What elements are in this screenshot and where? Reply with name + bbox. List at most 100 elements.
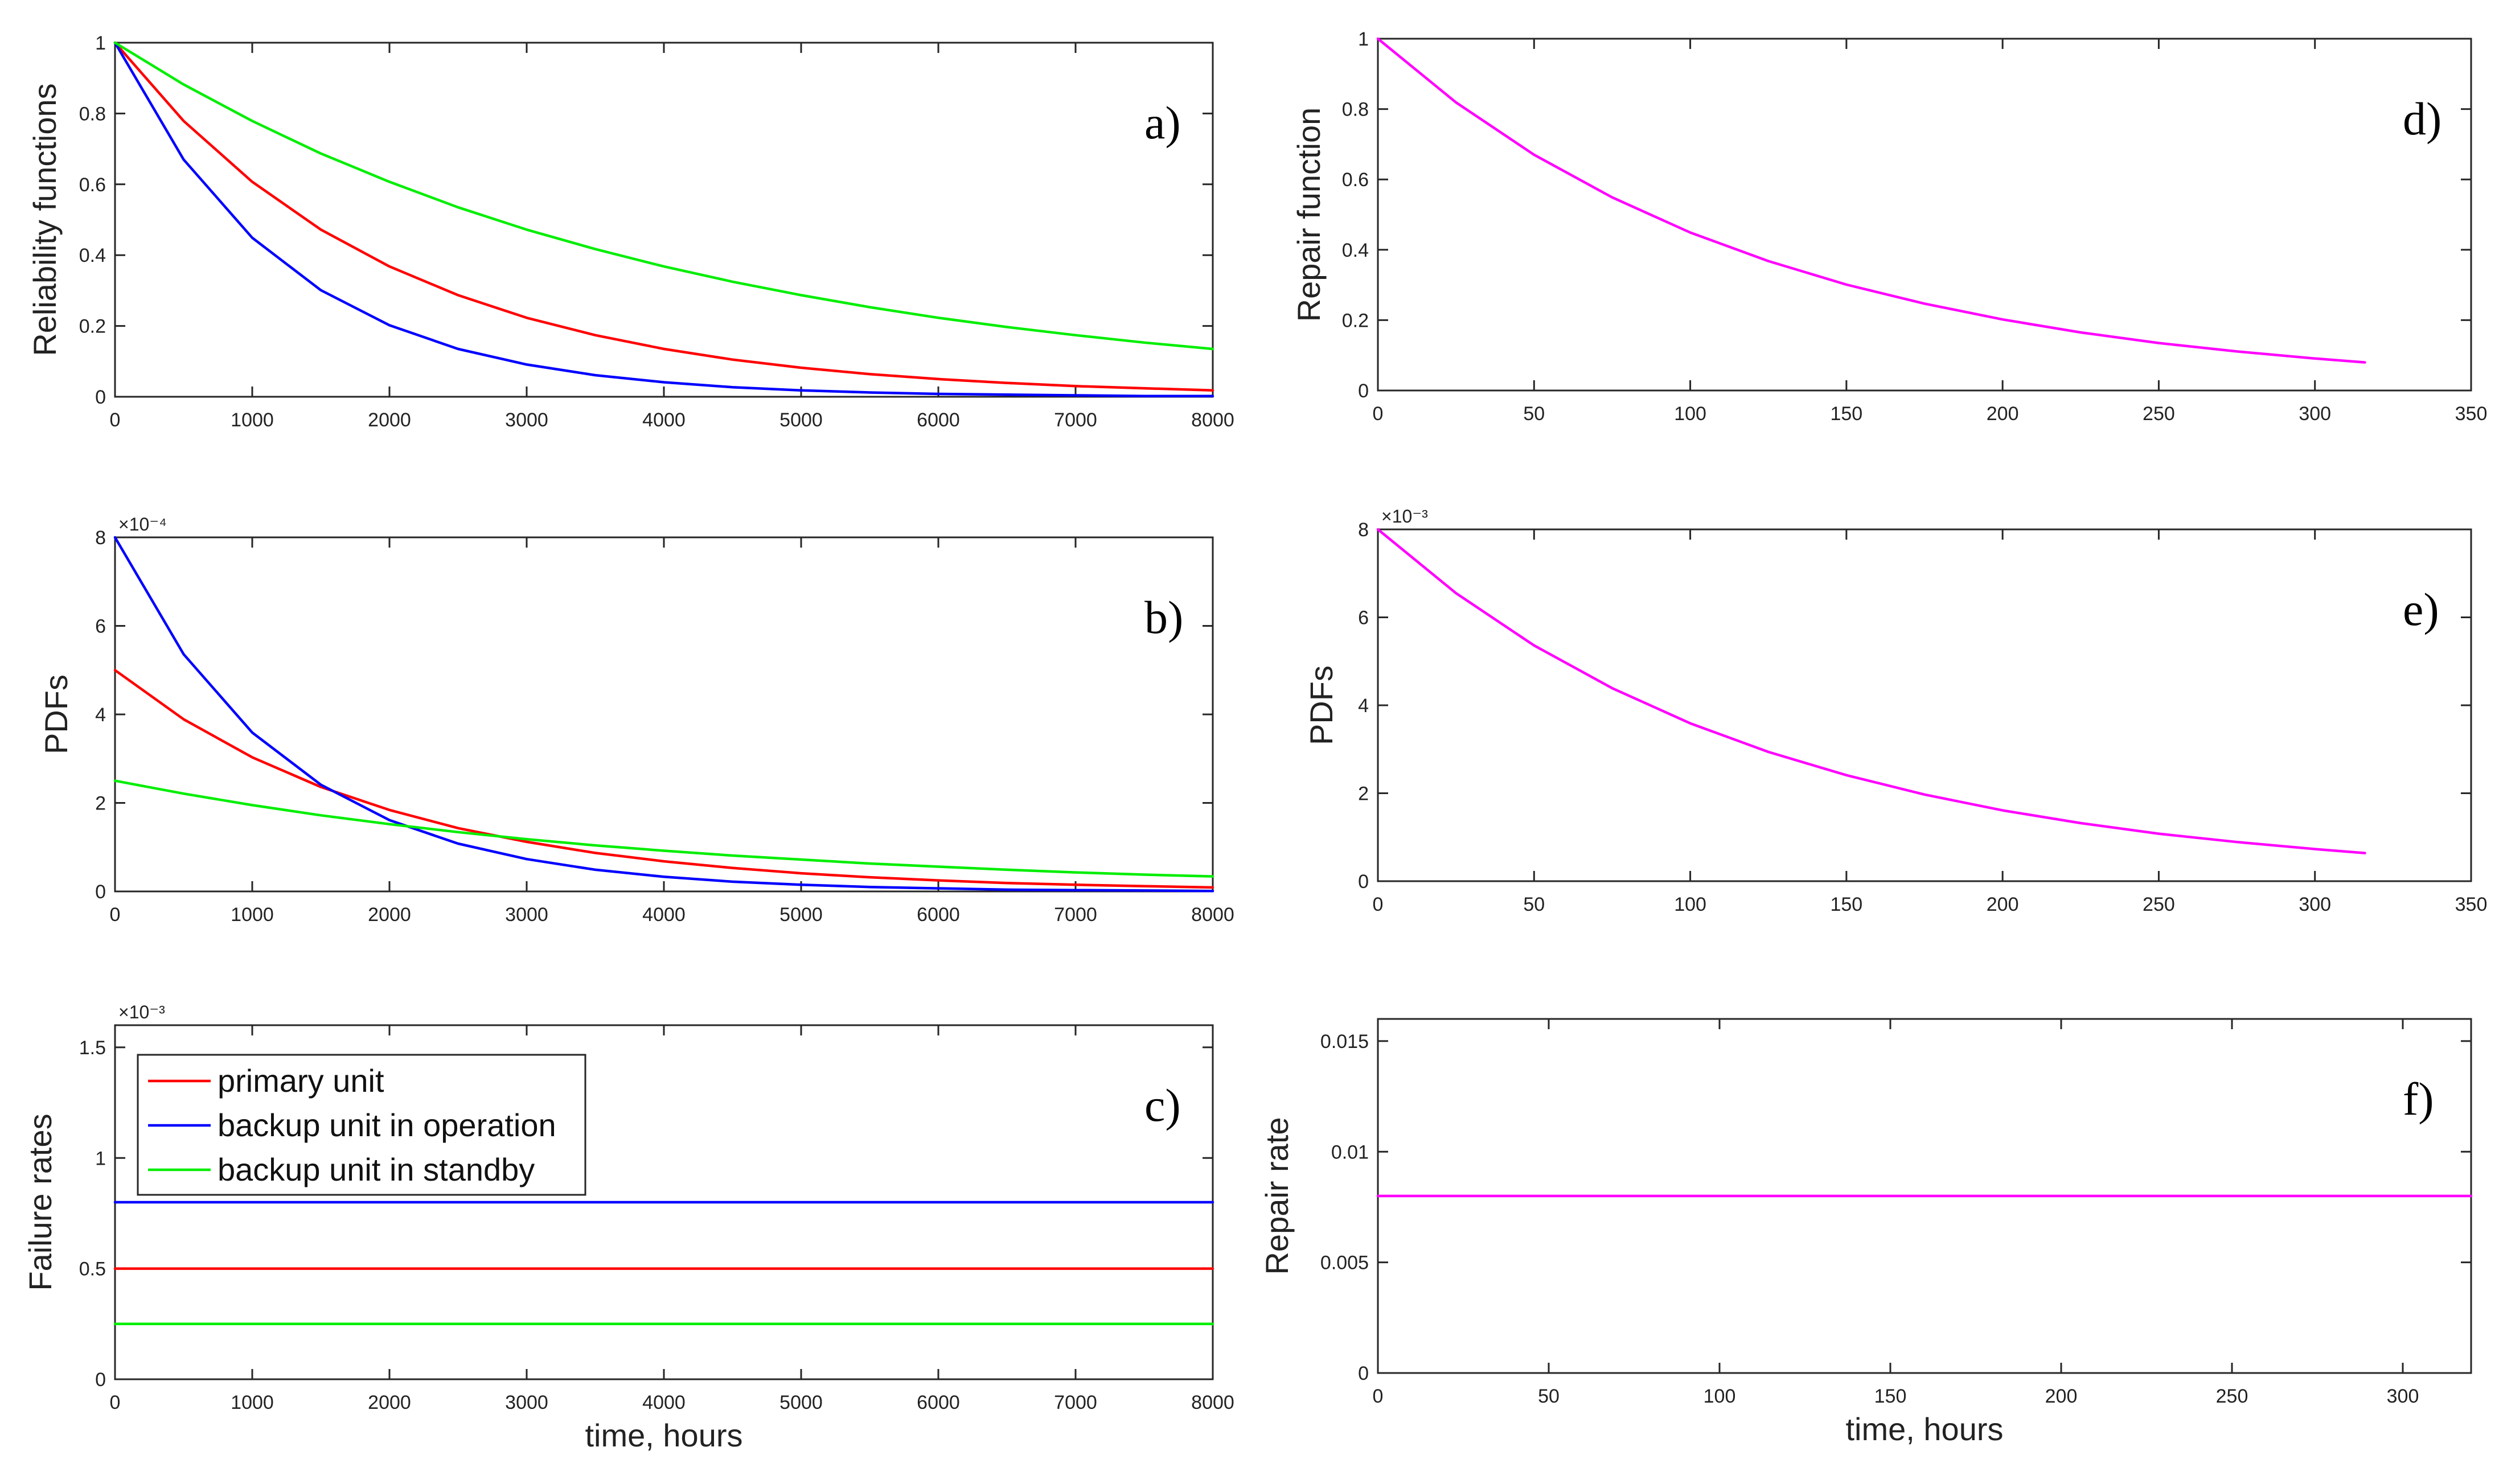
x-tick-label-f: 0 [1373, 1386, 1384, 1407]
x-tick-label-e: 300 [2299, 894, 2331, 915]
panel-label-f: f) [2403, 1073, 2434, 1125]
y-tick-label-c: 0.5 [79, 1259, 106, 1280]
series-line-b-2 [113, 779, 1214, 878]
y-tick-label-b: 6 [95, 616, 106, 638]
x-tick-label-f: 300 [2387, 1386, 2419, 1407]
x-tick-label-b: 3000 [505, 904, 548, 926]
x-tick-label-b: 4000 [642, 904, 686, 926]
panel-c: 0 1000 2000 3000 4000 5000 6000 7000 8000 0 0.5 1 1.… [22, 1002, 1234, 1453]
x-tick-label-a: 0 [110, 409, 121, 431]
x-tick-label-a: 7000 [1054, 409, 1097, 431]
x-tick-label-c: 7000 [1054, 1392, 1097, 1413]
y-tick-label-d: 1 [1358, 28, 1369, 50]
y-tick-label-d: 0.4 [1342, 240, 1369, 261]
x-tick-label-d: 350 [2455, 403, 2488, 425]
x-tick-label-a: 3000 [505, 409, 548, 431]
x-tick-label-c: 6000 [917, 1392, 960, 1413]
y-tick-label-b: 0 [95, 881, 106, 903]
series-line-e-0 [1376, 528, 2366, 854]
y-tick-label-d: 0.2 [1342, 310, 1369, 331]
x-tick-label-a: 2000 [368, 409, 411, 431]
x-tick-label-d: 250 [2143, 403, 2175, 425]
panel-b: 0 1000 2000 3000 4000 5000 6000 7000 8000 0 2 4 6 8 ×1… [38, 514, 1234, 926]
x-tick-label-b: 2000 [368, 904, 411, 926]
legend-c: primary unit backup unit in operation back… [137, 1054, 586, 1196]
x-tick-label-d: 100 [1674, 403, 1706, 425]
x-tick-label-a: 4000 [642, 409, 686, 431]
y-tick-label-f: 0.01 [1331, 1141, 1369, 1163]
x-tick-label-c: 5000 [779, 1392, 823, 1413]
y-exponent-b: ×10⁻⁴ [118, 514, 167, 535]
x-tick-label-b: 7000 [1054, 904, 1097, 926]
series-line-a-0 [113, 41, 1214, 392]
x-tick-label-e: 0 [1373, 894, 1384, 915]
x-tick-label-b: 8000 [1191, 904, 1234, 926]
y-tick-label-b: 2 [95, 793, 106, 815]
series-line-a-1 [113, 41, 1214, 398]
x-tick-label-f: 150 [1874, 1386, 1907, 1407]
x-tick-label-c: 2000 [368, 1392, 411, 1413]
panel-label-c: c) [1144, 1079, 1181, 1131]
x-tick-label-c: 1000 [231, 1392, 274, 1413]
series-line-b-1 [113, 536, 1214, 893]
x-tick-label-a: 1000 [231, 409, 274, 431]
y-tick-label-d: 0 [1358, 380, 1369, 402]
y-tick-label-e: 0 [1358, 871, 1369, 893]
y-tick-label-e: 4 [1358, 695, 1369, 717]
x-tick-label-b: 0 [110, 904, 121, 926]
legend-entry-label: backup unit in operation [218, 1107, 556, 1143]
y-tick-label-e: 6 [1358, 607, 1369, 629]
series-line-d-0 [1376, 37, 2366, 364]
x-tick-label-c: 8000 [1191, 1392, 1234, 1413]
x-tick-label-f: 200 [2045, 1386, 2078, 1407]
y-tick-label-c: 1 [95, 1148, 106, 1169]
y-tick-label-a: 0 [95, 387, 106, 408]
x-tick-label-d: 200 [1987, 403, 2019, 425]
x-tick-label-e: 150 [1830, 894, 1862, 915]
y-axis-label-e: PDFs [1303, 665, 1339, 745]
legend-box [137, 1054, 586, 1196]
y-tick-label-f: 0.005 [1320, 1252, 1369, 1274]
y-tick-label-a: 0.2 [79, 316, 106, 338]
x-tick-label-d: 300 [2299, 403, 2331, 425]
x-tick-label-a: 8000 [1191, 409, 1234, 431]
panel-label-e: e) [2403, 583, 2439, 635]
y-tick-label-d: 0.8 [1342, 99, 1369, 121]
axes-box-d [1377, 38, 2472, 392]
x-tick-label-f: 250 [2216, 1386, 2248, 1407]
y-exponent-e: ×10⁻³ [1381, 506, 1428, 527]
y-tick-label-a: 0.6 [79, 174, 106, 196]
y-axis-label-b: PDFs [38, 675, 74, 754]
x-axis-label-f: time, hours [1846, 1411, 2004, 1447]
x-tick-label-e: 200 [1987, 894, 2019, 915]
y-axis-label-d: Repair function [1291, 108, 1327, 322]
y-tick-label-f: 0.015 [1320, 1031, 1369, 1053]
panel-label-a: a) [1144, 97, 1181, 149]
x-axis-label-c: time, hours [585, 1417, 743, 1453]
y-exponent-c: ×10⁻³ [118, 1002, 165, 1022]
x-tick-label-e: 100 [1674, 894, 1706, 915]
y-tick-label-c: 1.5 [79, 1037, 106, 1059]
x-tick-label-c: 4000 [642, 1392, 686, 1413]
panel-e: 0 50 100 150 200 250 300 350 0 2 4 6 8 ×10⁻³ PDFs e) [1303, 506, 2487, 915]
y-tick-label-e: 8 [1358, 519, 1369, 541]
y-tick-label-a: 1 [95, 32, 106, 54]
panel-label-d: d) [2403, 93, 2441, 145]
y-tick-label-e: 2 [1358, 783, 1369, 805]
x-tick-label-c: 0 [110, 1392, 121, 1413]
series-line-a-2 [113, 41, 1214, 351]
panel-label-b: b) [1144, 591, 1183, 643]
x-tick-label-b: 1000 [231, 904, 274, 926]
y-axis-label-f: Repair rate [1259, 1117, 1295, 1275]
x-tick-label-a: 5000 [779, 409, 823, 431]
legend-entry-label: primary unit [218, 1063, 384, 1099]
y-axis-label-c: Failure rates [22, 1113, 58, 1290]
y-tick-label-a: 0.8 [79, 103, 106, 125]
x-tick-label-d: 0 [1373, 403, 1384, 425]
series-line-b-0 [113, 669, 1214, 889]
legend-entry-label: backup unit in standby [218, 1152, 535, 1187]
x-tick-label-d: 150 [1830, 403, 1862, 425]
x-tick-label-e: 50 [1523, 894, 1545, 915]
